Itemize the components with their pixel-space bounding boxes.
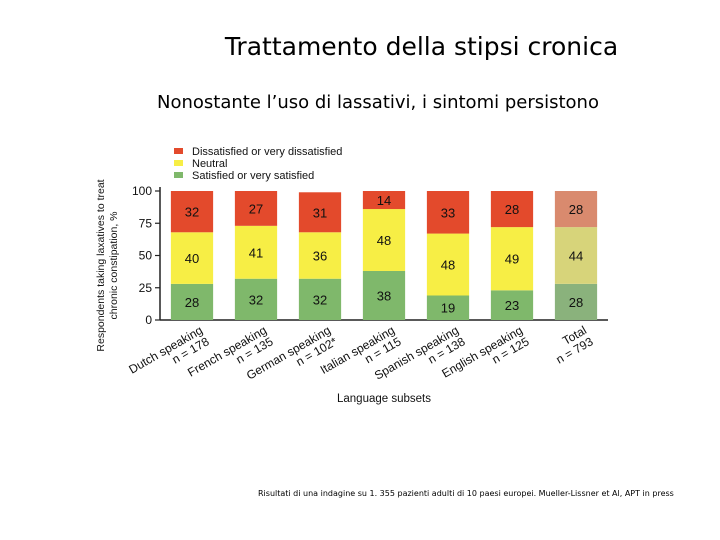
bar-neutral: [234, 225, 278, 279]
y-tick-label: 25: [139, 281, 153, 295]
bar-satisfied: [298, 278, 342, 320]
bar-neutral: [298, 232, 342, 279]
bar-neutral: [490, 227, 534, 291]
bar-satisfied: [362, 270, 406, 320]
chart-svg: Dissatisfied or very dissatisfiedNeutral…: [95, 146, 608, 405]
legend-label: Neutral: [192, 158, 227, 170]
bar-dissatisfied: [234, 191, 278, 226]
data-label: 41: [249, 245, 263, 260]
data-label: 44: [569, 249, 583, 264]
footnote: Risultati di una indagine su 1. 355 pazi…: [258, 489, 674, 498]
bar-dissatisfied: [490, 191, 534, 228]
bar-neutral: [362, 209, 406, 271]
legend-swatch: [174, 172, 183, 178]
data-label: 28: [569, 295, 583, 310]
data-label: 28: [569, 202, 583, 217]
data-label: 38: [377, 288, 391, 303]
data-label: 33: [441, 205, 455, 220]
slide-subtitle: Nonostante l’uso di lassativi, i sintomi…: [157, 92, 599, 113]
data-label: 28: [185, 295, 199, 310]
data-label: 48: [441, 258, 455, 273]
bar-dissatisfied: [298, 192, 342, 233]
bar-dissatisfied: [362, 191, 406, 210]
y-tick-label: 50: [139, 249, 153, 263]
y-tick-label: 0: [145, 313, 152, 327]
legend-label: Dissatisfied or very dissatisfied: [192, 146, 342, 158]
legend-swatch: [174, 160, 183, 166]
y-tick-label: 100: [132, 184, 152, 198]
bar-satisfied: [490, 290, 534, 320]
bar-satisfied: [426, 295, 470, 320]
data-label: 49: [505, 252, 519, 267]
bar-satisfied: [234, 278, 278, 320]
bar-satisfied: [170, 283, 214, 320]
bar-neutral: [554, 227, 598, 284]
data-label: 14: [377, 193, 391, 208]
legend-swatch: [174, 148, 183, 154]
stacked-bar-chart: Dissatisfied or very dissatisfied Neutral…: [88, 140, 628, 412]
legend-label: Satisfied or very satisfied: [192, 170, 314, 182]
data-label: 36: [313, 249, 327, 264]
bar-neutral: [170, 232, 214, 284]
data-label: 19: [441, 301, 455, 316]
slide-title: Trattamento della stipsi cronica: [224, 32, 619, 61]
data-label: 27: [249, 201, 263, 216]
bar-neutral: [426, 233, 470, 296]
bar-satisfied: [554, 283, 598, 320]
data-label: 31: [313, 205, 327, 220]
data-label: 32: [185, 205, 199, 220]
data-label: 48: [377, 233, 391, 248]
data-label: 23: [505, 298, 519, 313]
y-axis-label: Respondents taking laxatives to treat: [95, 179, 107, 351]
y-axis-label: chronic constipation, %: [108, 212, 120, 320]
data-label: 32: [249, 292, 263, 307]
bar-dissatisfied: [426, 191, 470, 234]
data-label: 28: [505, 202, 519, 217]
data-label: 40: [185, 251, 199, 266]
data-label: 32: [313, 292, 327, 307]
bar-dissatisfied: [554, 191, 598, 228]
bar-dissatisfied: [170, 191, 214, 233]
y-tick-label: 75: [139, 216, 153, 230]
x-axis-label: Language subsets: [337, 393, 431, 405]
